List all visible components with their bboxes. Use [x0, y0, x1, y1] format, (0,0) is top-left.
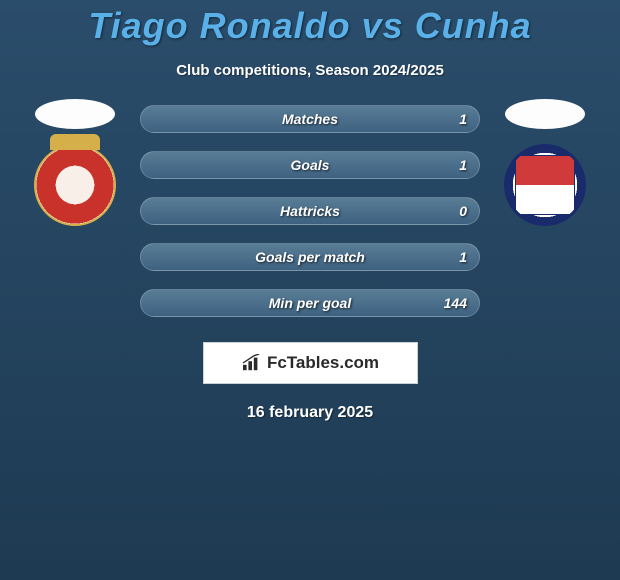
stat-right-value: 144 [444, 295, 467, 311]
stat-label: Goals [291, 157, 330, 173]
player-left-avatar [35, 99, 115, 129]
stat-row: Min per goal 144 [140, 289, 480, 317]
player-right-column [495, 99, 595, 226]
club-badge-left [34, 144, 116, 226]
stat-label: Min per goal [269, 295, 351, 311]
club-badge-right-inner [515, 155, 575, 215]
page-subtitle: Club competitions, Season 2024/2025 [0, 62, 620, 79]
stat-label: Matches [282, 111, 338, 127]
chart-icon [241, 354, 263, 372]
stat-row: Matches 1 [140, 105, 480, 133]
page-title: Tiago Ronaldo vs Cunha [0, 5, 620, 47]
stat-row: Goals 1 [140, 151, 480, 179]
stat-row: Goals per match 1 [140, 243, 480, 271]
stat-right-value: 1 [459, 157, 467, 173]
player-right-avatar [505, 99, 585, 129]
site-logo-text: FcTables.com [267, 353, 379, 373]
main-layout: Matches 1 Goals 1 Hattricks 0 Goals per … [0, 99, 620, 317]
stat-label: Hattricks [280, 203, 340, 219]
club-badge-right [504, 144, 586, 226]
site-logo-box[interactable]: FcTables.com [203, 342, 418, 384]
date-text: 16 february 2025 [0, 404, 620, 422]
stat-row: Hattricks 0 [140, 197, 480, 225]
stats-column: Matches 1 Goals 1 Hattricks 0 Goals per … [140, 99, 480, 317]
stat-right-value: 1 [459, 111, 467, 127]
stat-right-value: 0 [459, 203, 467, 219]
stat-label: Goals per match [255, 249, 365, 265]
comparison-widget: Tiago Ronaldo vs Cunha Club competitions… [0, 0, 620, 422]
player-left-column [25, 99, 125, 226]
stat-right-value: 1 [459, 249, 467, 265]
